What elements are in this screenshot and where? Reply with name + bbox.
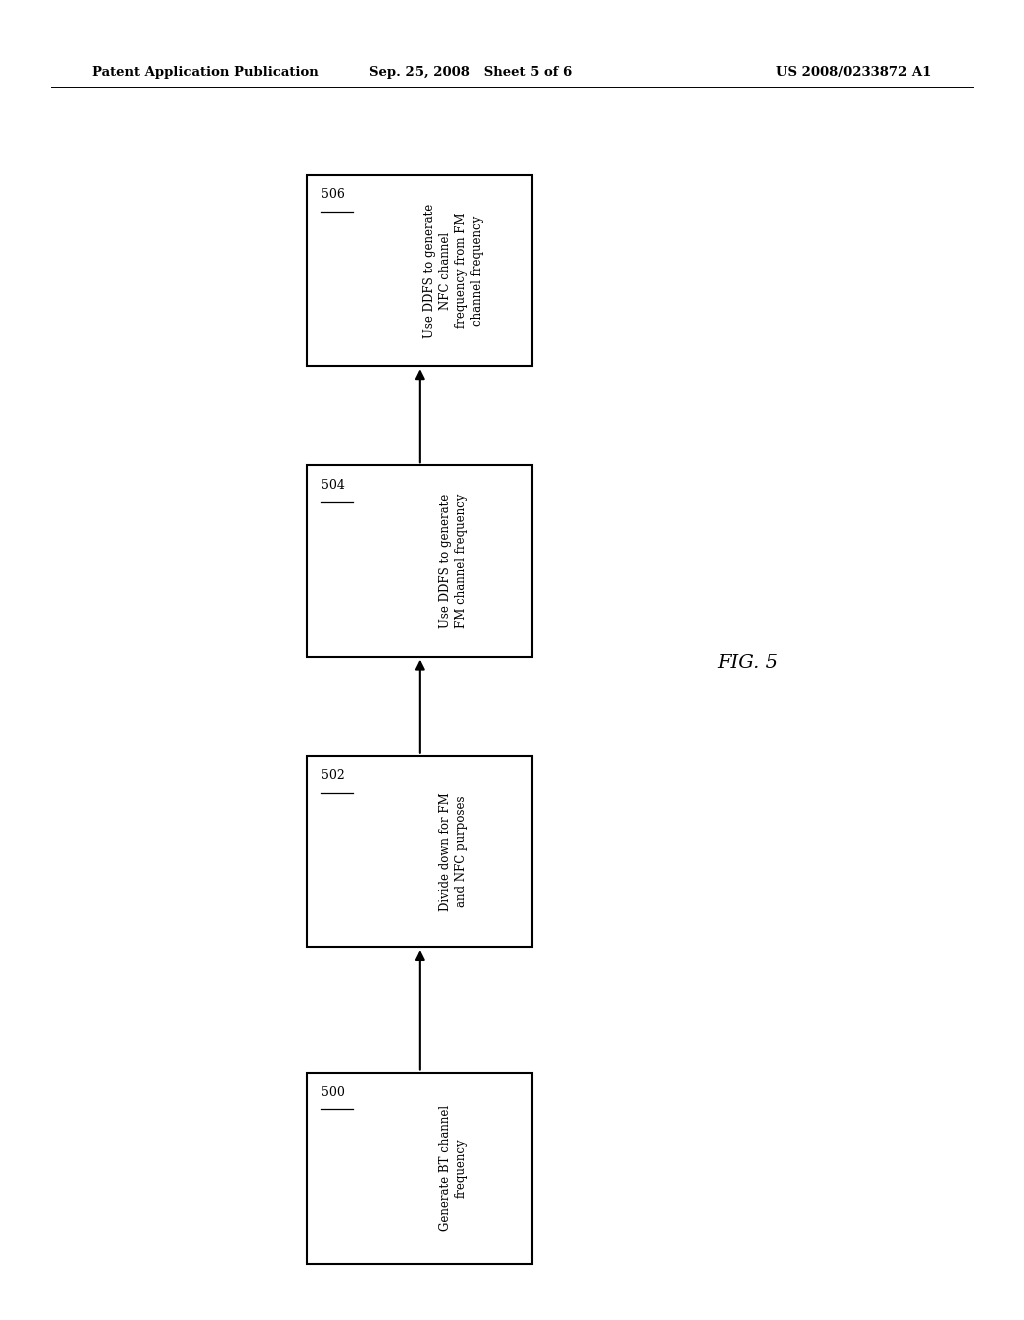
Bar: [307, 1072, 532, 1265]
Text: 506: 506: [321, 187, 344, 201]
Text: Sep. 25, 2008   Sheet 5 of 6: Sep. 25, 2008 Sheet 5 of 6: [370, 66, 572, 79]
Bar: [307, 755, 532, 948]
Bar: [307, 174, 532, 366]
Text: 504: 504: [321, 479, 344, 491]
Text: Use DDFS to generate
FM channel frequency: Use DDFS to generate FM channel frequenc…: [439, 494, 468, 628]
Text: FIG. 5: FIG. 5: [717, 653, 778, 672]
Text: Use DDFS to generate
NFC channel
frequency from FM
channel frequency: Use DDFS to generate NFC channel frequen…: [423, 203, 484, 338]
Text: 502: 502: [321, 768, 344, 781]
Text: US 2008/0233872 A1: US 2008/0233872 A1: [776, 66, 932, 79]
Text: Patent Application Publication: Patent Application Publication: [92, 66, 318, 79]
Text: 500: 500: [321, 1085, 344, 1098]
Bar: [307, 465, 532, 657]
Text: Generate BT channel
frequency: Generate BT channel frequency: [439, 1105, 468, 1232]
Text: Divide down for FM
and NFC purposes: Divide down for FM and NFC purposes: [439, 792, 468, 911]
